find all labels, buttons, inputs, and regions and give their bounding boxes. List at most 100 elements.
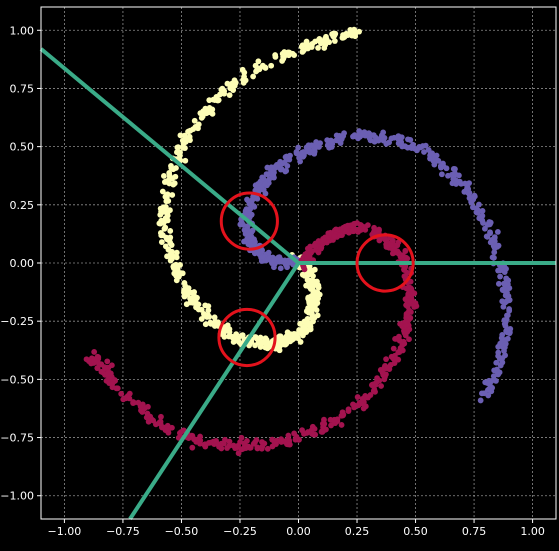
x-tick-label: −0.50 [165, 525, 199, 538]
data-point [286, 156, 293, 163]
data-point [454, 178, 461, 185]
data-point [166, 170, 173, 176]
data-point [259, 439, 265, 445]
data-point [501, 344, 508, 351]
data-point [169, 248, 175, 255]
data-point [291, 331, 298, 338]
data-point [389, 237, 396, 244]
data-point [201, 441, 208, 448]
data-point [304, 41, 311, 48]
data-point [376, 226, 382, 233]
data-point [157, 421, 164, 427]
data-point [249, 196, 256, 203]
data-point [231, 77, 238, 84]
data-point [310, 313, 316, 320]
data-point [205, 303, 212, 310]
data-point [344, 222, 351, 229]
data-point [167, 257, 174, 264]
y-tick-label: 0.25 [10, 199, 35, 212]
x-tick-label: 0.75 [462, 525, 487, 538]
data-point [191, 117, 198, 124]
data-point [421, 149, 427, 155]
data-point [313, 139, 320, 145]
data-point [359, 395, 366, 402]
data-point [485, 392, 492, 399]
data-point [301, 318, 308, 325]
data-point [401, 340, 408, 347]
data-point [404, 328, 411, 335]
data-point [86, 358, 92, 365]
data-point [397, 320, 404, 327]
data-point [314, 278, 320, 285]
data-point [310, 425, 317, 432]
data-point [226, 92, 233, 99]
data-point [298, 330, 305, 336]
data-point [157, 205, 164, 212]
data-point [259, 174, 266, 181]
data-point [494, 228, 501, 235]
data-point [159, 188, 166, 195]
data-point [235, 450, 242, 457]
data-point [291, 430, 298, 437]
data-point [158, 413, 164, 420]
x-tick-label: −1.00 [48, 525, 82, 538]
data-point [390, 345, 397, 352]
data-point [91, 349, 98, 355]
data-point [108, 362, 115, 369]
data-point [378, 383, 385, 389]
data-point [94, 353, 101, 360]
data-point [310, 431, 316, 438]
data-point [340, 32, 346, 38]
data-point [323, 33, 329, 40]
y-tick-label: 0.00 [10, 257, 35, 270]
data-point [268, 62, 275, 69]
data-point [326, 39, 333, 46]
data-point [202, 321, 209, 328]
data-point [350, 133, 356, 140]
data-point [175, 144, 182, 151]
data-point [506, 307, 513, 314]
data-point [281, 257, 288, 264]
data-point [362, 226, 369, 233]
decision-boundary-line [39, 47, 300, 265]
data-point [200, 311, 207, 317]
data-point [277, 265, 284, 272]
x-tick-label: 0.00 [286, 525, 311, 538]
data-point [199, 113, 206, 120]
data-point [487, 229, 493, 236]
data-point [206, 104, 213, 111]
data-point [118, 390, 125, 397]
data-point [331, 233, 338, 240]
data-point [222, 436, 228, 443]
data-point [476, 201, 482, 208]
data-point [445, 172, 451, 179]
data-point [300, 48, 307, 54]
y-tick-label: 0.75 [10, 82, 35, 95]
data-point [328, 422, 334, 429]
data-point [240, 79, 247, 86]
data-point [157, 230, 164, 236]
data-point [438, 171, 445, 178]
data-point [259, 62, 266, 69]
data-point [176, 430, 183, 436]
data-point [435, 157, 441, 164]
data-point [262, 335, 269, 342]
data-point [300, 264, 307, 271]
data-point [315, 44, 321, 51]
data-point [180, 140, 187, 147]
data-point [226, 438, 233, 445]
data-point [109, 384, 116, 391]
data-point [285, 441, 292, 448]
data-point [406, 307, 413, 314]
data-point [259, 339, 266, 346]
data-point [303, 148, 310, 155]
y-tick-label: 1.00 [10, 24, 35, 37]
data-point [252, 342, 258, 349]
data-point [411, 303, 418, 310]
data-point [396, 348, 403, 355]
data-point [94, 365, 101, 372]
data-point [205, 307, 212, 314]
data-point [104, 358, 111, 365]
data-point [500, 303, 507, 310]
data-point [167, 228, 174, 234]
